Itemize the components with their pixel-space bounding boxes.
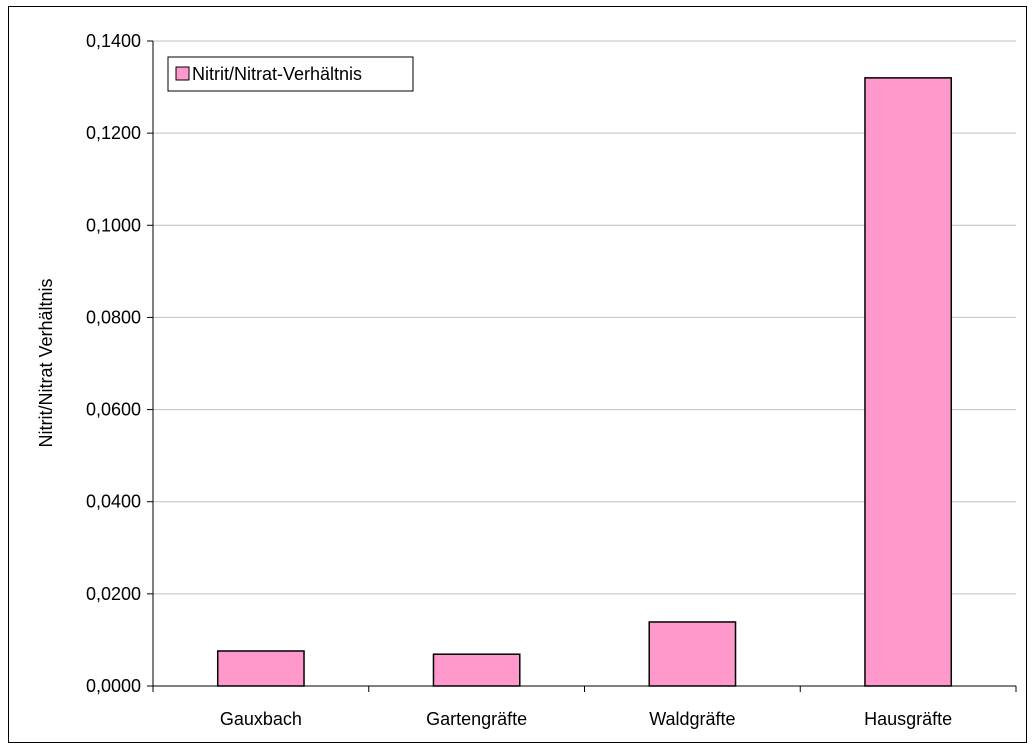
y-tick-label: 0,0800 xyxy=(86,307,141,327)
legend-swatch xyxy=(175,66,190,81)
y-axis-ticks: 0,0000 0,0200 0,0400 0,0600 0,0800 0,1000 0,12… xyxy=(86,31,153,696)
y-tick-label: 0,0600 xyxy=(86,400,141,420)
legend: Nitrit/Nitrat-Verhältnis xyxy=(167,56,414,92)
bar-series xyxy=(216,77,953,687)
y-tick-label: 0,0400 xyxy=(86,492,141,512)
y-tick-label: 0,0200 xyxy=(86,584,141,604)
y-tick-label: 0,1200 xyxy=(86,123,141,143)
x-tick-label: Gauxbach xyxy=(220,709,302,729)
x-tick-label: Waldgräfte xyxy=(649,709,735,729)
y-tick-label: 0,0000 xyxy=(86,676,141,696)
x-tick-label: Gartengräfte xyxy=(426,709,527,729)
x-tick-label: Hausgräfte xyxy=(864,709,952,729)
bar xyxy=(432,653,521,687)
bar xyxy=(648,621,737,687)
chart-area xyxy=(8,6,1027,743)
bar xyxy=(864,77,953,687)
y-tick-label: 0,1000 xyxy=(86,215,141,235)
legend-box xyxy=(167,56,414,92)
y-tick-label: 0,1400 xyxy=(86,31,141,51)
y-axis-title: Nitrit/Nitrat Verhältnis xyxy=(36,278,56,447)
x-axis-ticks: Gauxbach Gartengräfte Waldgräfte Hausgräfte xyxy=(152,686,1017,729)
legend-label: Nitrit/Nitrat-Verhältnis xyxy=(192,64,362,84)
bar xyxy=(216,650,305,687)
